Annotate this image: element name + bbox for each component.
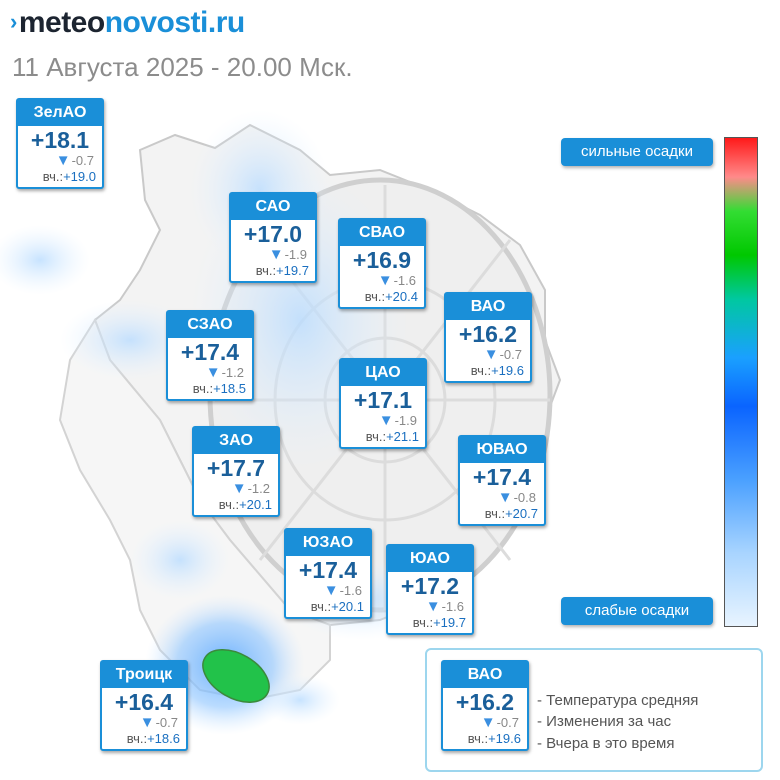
district-card-cao: ЦАО +17.1 ▼-1.9 вч.:+21.1 xyxy=(339,358,427,449)
light-precipitation-label: слабые осадки xyxy=(561,597,713,625)
hourly-change: -1.9 xyxy=(284,247,307,262)
yesterday-label: вч.: xyxy=(467,731,489,746)
yesterday-temperature: +20.7 xyxy=(505,506,538,521)
yesterday-temperature: +19.7 xyxy=(276,263,309,278)
logo-mark-icon: › xyxy=(10,9,17,34)
district-name: СЗАО xyxy=(168,312,252,338)
district-temperature: +16.2 xyxy=(458,321,518,347)
district-name: ЮВАО xyxy=(460,437,544,463)
down-triangle-icon: ▼ xyxy=(231,480,247,497)
down-triangle-icon: ▼ xyxy=(205,364,221,381)
district-name: ЗАО xyxy=(194,428,278,454)
district-card-szao: СЗАО +17.4 ▼-1.2 вч.:+18.5 xyxy=(166,310,254,401)
legend-box: ВАО +16.2 ▼-0.7 вч.:+19.6 - Температура … xyxy=(425,648,763,772)
district-temperature: +17.1 xyxy=(353,387,413,413)
yesterday-label: вч.: xyxy=(364,289,386,304)
site-logo[interactable]: ›meteonovosti.ru xyxy=(10,6,245,39)
legend-sample-card: ВАО +16.2 ▼-0.7 вч.:+19.6 xyxy=(441,660,529,751)
district-card-yuzao: ЮЗАО +17.4 ▼-1.6 вч.:+20.1 xyxy=(284,528,372,619)
down-triangle-icon: ▼ xyxy=(425,598,441,615)
hourly-change: -1.6 xyxy=(339,583,362,598)
down-triangle-icon: ▼ xyxy=(139,714,155,731)
yesterday-label: вч.: xyxy=(484,506,506,521)
yesterday-temperature: +19.7 xyxy=(433,615,466,630)
hourly-change: -0.7 xyxy=(499,347,522,362)
district-name: ВАО xyxy=(443,662,527,688)
district-card-zelao: ЗелАО +18.1 ▼-0.7 вч.:+19.0 xyxy=(16,98,104,189)
hourly-change: -1.6 xyxy=(393,273,416,288)
heavy-precipitation-label: сильные осадки xyxy=(561,138,713,166)
district-temperature: +17.4 xyxy=(298,557,358,583)
legend-desc-yesterday: - Вчера в это время xyxy=(537,735,675,752)
hourly-change: -0.7 xyxy=(155,715,178,730)
yesterday-label: вч.: xyxy=(412,615,434,630)
precipitation-color-scale xyxy=(724,137,758,627)
district-name: СВАО xyxy=(340,220,424,246)
yesterday-label: вч.: xyxy=(470,363,492,378)
district-name: САО xyxy=(231,194,315,220)
hourly-change: -0.8 xyxy=(513,490,536,505)
district-temperature: +18.1 xyxy=(30,127,90,153)
yesterday-temperature: +19.6 xyxy=(488,731,521,746)
map-date-subtitle: 11 Августа 2025 - 20.00 Мск. xyxy=(12,52,353,82)
yesterday-label: вч.: xyxy=(255,263,277,278)
down-triangle-icon: ▼ xyxy=(378,412,394,429)
yesterday-label: вч.: xyxy=(218,497,240,512)
district-name: ЦАО xyxy=(341,360,425,386)
hourly-change: -1.9 xyxy=(394,413,417,428)
yesterday-temperature: +20.1 xyxy=(331,599,364,614)
district-name: ВАО xyxy=(446,294,530,320)
hourly-change: -1.2 xyxy=(247,481,270,496)
district-name: ЗелАО xyxy=(18,100,102,126)
down-triangle-icon: ▼ xyxy=(480,714,496,731)
district-temperature: +16.2 xyxy=(455,689,515,715)
yesterday-temperature: +20.1 xyxy=(239,497,272,512)
district-temperature: +17.0 xyxy=(243,221,303,247)
yesterday-temperature: +20.4 xyxy=(385,289,418,304)
district-temperature: +16.4 xyxy=(114,689,174,715)
district-card-yuvao: ЮВАО +17.4 ▼-0.8 вч.:+20.7 xyxy=(458,435,546,526)
yesterday-label: вч.: xyxy=(192,381,214,396)
yesterday-temperature: +19.6 xyxy=(491,363,524,378)
district-temperature: +17.4 xyxy=(472,464,532,490)
district-temperature: +16.9 xyxy=(352,247,412,273)
down-triangle-icon: ▼ xyxy=(483,346,499,363)
yesterday-label: вч.: xyxy=(365,429,387,444)
legend-desc-temperature: - Температура средняя xyxy=(537,692,699,709)
down-triangle-icon: ▼ xyxy=(497,489,513,506)
yesterday-label: вч.: xyxy=(126,731,148,746)
district-temperature: +17.2 xyxy=(400,573,460,599)
hourly-change: -1.6 xyxy=(441,599,464,614)
hourly-change: -0.7 xyxy=(71,153,94,168)
yesterday-label: вч.: xyxy=(310,599,332,614)
down-triangle-icon: ▼ xyxy=(268,246,284,263)
heavy-rain-core xyxy=(202,649,270,703)
hourly-change: -1.2 xyxy=(221,365,244,380)
district-card-yuao: ЮАО +17.2 ▼-1.6 вч.:+19.7 xyxy=(386,544,474,635)
district-name: ЮЗАО xyxy=(286,530,370,556)
down-triangle-icon: ▼ xyxy=(55,152,71,169)
district-card-troitsk: Троицк +16.4 ▼-0.7 вч.:+18.6 xyxy=(100,660,188,751)
district-name: ЮАО xyxy=(388,546,472,572)
yesterday-temperature: +21.1 xyxy=(386,429,419,444)
district-card-sao: САО +17.0 ▼-1.9 вч.:+19.7 xyxy=(229,192,317,283)
down-triangle-icon: ▼ xyxy=(377,272,393,289)
legend-desc-change: - Изменения за час xyxy=(537,713,672,730)
district-temperature: +17.7 xyxy=(206,455,266,481)
yesterday-label: вч.: xyxy=(42,169,64,184)
district-card-zao: ЗАО +17.7 ▼-1.2 вч.:+20.1 xyxy=(192,426,280,517)
yesterday-temperature: +18.5 xyxy=(213,381,246,396)
district-temperature: +17.4 xyxy=(180,339,240,365)
yesterday-temperature: +18.6 xyxy=(147,731,180,746)
hourly-change: -0.7 xyxy=(496,715,519,730)
district-card-svao: СВАО +16.9 ▼-1.6 вч.:+20.4 xyxy=(338,218,426,309)
district-name: Троицк xyxy=(102,662,186,688)
yesterday-temperature: +19.0 xyxy=(63,169,96,184)
district-card-vao: ВАО +16.2 ▼-0.7 вч.:+19.6 xyxy=(444,292,532,383)
down-triangle-icon: ▼ xyxy=(323,582,339,599)
